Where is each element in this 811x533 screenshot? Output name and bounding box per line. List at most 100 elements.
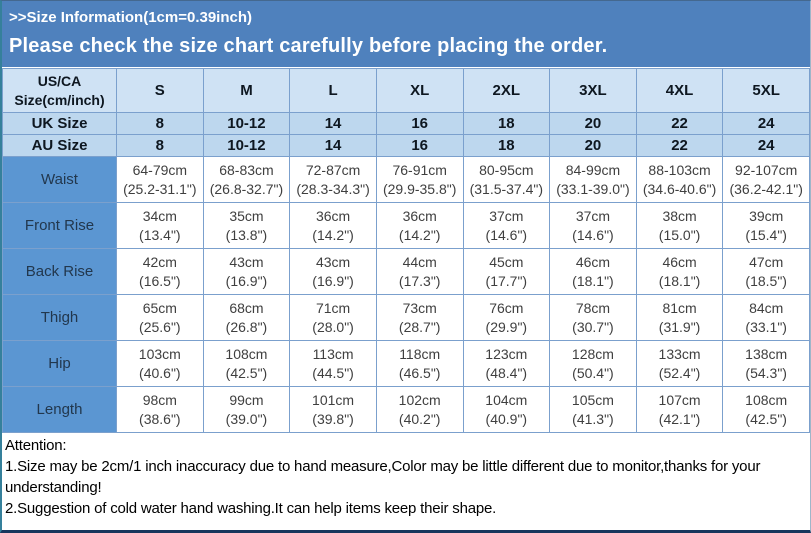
measurement-value-cell: 37cm (14.6") [549,202,637,249]
size-table-body: US/CA Size(cm/inch) S M L XL 2XL 3XL 4XL 5XL UK Si… [2,68,810,433]
measurement-cm-value: 128cm [571,345,614,362]
measurement-value-cell: 102cm (40.2") [375,386,464,433]
measurement-inch-value: (25.2-31.1") [123,180,197,197]
size-table: US/CA Size(cm/inch) S M L XL 2XL 3XL 4XL 5XL UK Si… [2,68,810,433]
size-column-header: S [116,68,204,113]
measurement-cm-value: 118cm [399,345,441,362]
measurement-cm-value: 99cm [229,391,264,408]
measurement-row-label: Back Rise [2,248,117,295]
measurement-cm-value: 88-103cm [648,161,711,178]
measurement-cm-value: 37cm [575,207,611,224]
size-value-cell: 8 [116,112,204,135]
measurement-cm-value: 138cm [745,345,788,362]
measurement-row: Front Rise 34cm (13.4") 35cm (13.8") 36cm (14.… [2,202,810,249]
measurement-inch-value: (16.9") [225,272,268,289]
measurement-value-cell: 73cm (28.7") [375,294,464,341]
measurement-value-cell: 46cm (18.1") [635,248,724,295]
measurement-inch-value: (44.5") [312,364,354,381]
measurement-cm-value: 107cm [658,391,701,408]
measurement-row-label: Length [2,386,117,433]
measurement-cm-value: 72-87cm [305,161,361,178]
measurement-inch-value: (18.1") [572,272,614,289]
measurement-cm-value: 113cm [312,345,354,362]
measurement-row-label: Waist [2,156,117,203]
measurement-inch-value: (14.6") [572,226,614,243]
measurement-value-cell: 108cm (42.5") [722,386,810,433]
measurement-value-cell: 68cm (26.8") [202,294,291,341]
size-row: UK Size 8 10-12 14 16 18 20 22 24 [2,112,810,135]
measurement-inch-value: (30.7") [572,318,614,335]
measurement-cm-value: 47cm [749,253,784,270]
measurement-cm-value: 35cm [229,207,264,224]
measurement-cm-value: 98cm [142,391,177,408]
measurement-row: Length 98cm (38.6") 99cm (39.0") 101cm (39.8")… [2,386,810,433]
measurement-cm-value: 102cm [398,391,441,408]
measurement-value-cell: 128cm (50.4") [549,340,637,387]
size-value-cell: 14 [289,134,377,157]
measurement-cm-value: 46cm [662,253,697,270]
measurement-cm-value: 133cm [658,345,701,362]
measurement-inch-value: (26.8") [225,318,268,335]
measurement-value-cell: 76-91cm (29.9-35.8") [375,156,464,203]
measurement-inch-value: (13.8") [225,226,268,243]
size-row: AU Size 8 10-12 14 16 18 20 22 24 [2,134,810,157]
measurement-inch-value: (28.7") [398,318,441,335]
measurement-cm-value: 104cm [485,391,528,408]
measurement-value-cell: 46cm (18.1") [549,248,637,295]
measurement-cm-value: 43cm [229,253,264,270]
measurement-inch-value: (31.5-37.4") [469,180,544,197]
measurement-cm-value: 84-99cm [565,161,621,178]
measurement-inch-value: (41.3") [572,410,614,427]
measurement-cm-value: 65cm [142,299,177,316]
measurement-value-cell: 98cm (38.6") [116,386,204,433]
measurement-value-cell: 43cm (16.9") [202,248,291,295]
size-value-cell: 20 [549,112,637,135]
measurement-cm-value: 78cm [575,299,611,316]
size-column-header: 4XL [635,68,724,113]
measurement-inch-value: (39.8") [312,410,354,427]
measurement-inch-value: (40.6") [139,364,181,381]
measurement-cm-value: 103cm [138,345,181,362]
measurement-cm-value: 84cm [749,299,784,316]
measurement-cm-value: 42cm [142,253,177,270]
measurement-inch-value: (42.1") [658,410,701,427]
measurement-value-cell: 47cm (18.5") [722,248,810,295]
measurement-value-cell: 118cm (46.5") [375,340,464,387]
measurement-cm-value: 37cm [489,207,524,224]
measurement-value-cell: 138cm (54.3") [722,340,810,387]
measurement-value-cell: 123cm (48.4") [462,340,551,387]
measurement-cm-value: 71cm [315,299,351,316]
measurement-inch-value: (25.6") [139,318,181,335]
measurement-inch-value: (52.4") [658,364,701,381]
measurement-value-cell: 105cm (41.3") [549,386,637,433]
corner-label-line1: US/CA [37,72,82,89]
measurement-value-cell: 64-79cm (25.2-31.1") [116,156,204,203]
measurement-inch-value: (28.0") [312,318,354,335]
measurement-inch-value: (39.0") [225,410,268,427]
size-value-cell: 10-12 [202,134,291,157]
measurement-inch-value: (42.5") [225,364,268,381]
measurement-value-cell: 71cm (28.0") [289,294,377,341]
size-value-cell: 14 [289,112,377,135]
measurement-inch-value: (15.0") [658,226,701,243]
measurement-inch-value: (42.5") [745,410,787,427]
measurement-value-cell: 44cm (17.3") [375,248,464,295]
measurement-inch-value: (36.2-42.1") [729,180,803,197]
measurement-cm-value: 36cm [402,207,437,224]
measurement-value-cell: 43cm (16.9") [289,248,377,295]
measurement-value-cell: 35cm (13.8") [202,202,291,249]
measurement-value-cell: 92-107cm (36.2-42.1") [722,156,810,203]
measurement-cm-value: 68cm [229,299,264,316]
size-value-cell: 18 [462,112,551,135]
measurement-cm-value: 39cm [749,207,784,224]
size-info-title: >>Size Information(1cm=0.39inch) [9,9,252,26]
measurement-row: Thigh 65cm (25.6") 68cm (26.8") 71cm (28.0") 73… [2,294,810,341]
measurement-cm-value: 64-79cm [132,161,188,178]
size-column-header: 2XL [462,68,551,113]
size-value-cell: 24 [722,112,810,135]
measurement-value-cell: 65cm (25.6") [116,294,204,341]
measurement-value-cell: 104cm (40.9") [462,386,551,433]
measurement-inch-value: (29.9-35.8") [382,180,457,197]
measurement-inch-value: (14.6") [485,226,528,243]
measurement-inch-value: (17.7") [485,272,528,289]
